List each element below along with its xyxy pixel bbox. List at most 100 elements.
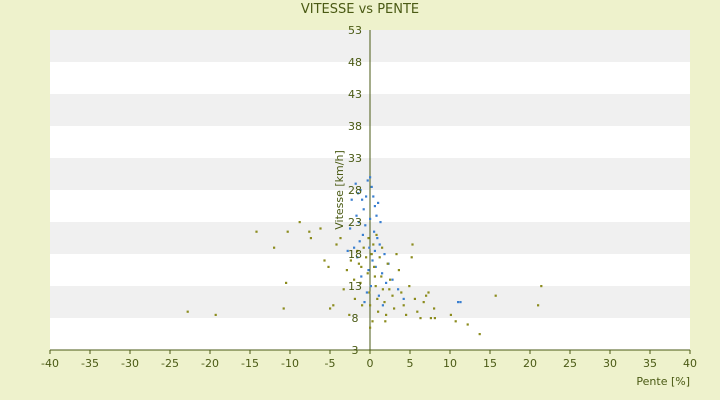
data-point [384, 320, 387, 323]
y-tick-label: 13 [348, 280, 362, 293]
data-point [186, 310, 189, 313]
data-point [378, 243, 381, 246]
data-point [309, 237, 312, 240]
data-point [391, 278, 394, 281]
data-point [368, 291, 371, 294]
data-point [373, 249, 376, 252]
data-point [383, 301, 386, 304]
data-point [540, 285, 543, 288]
data-point [358, 240, 361, 243]
x-tick-label: -15 [241, 357, 259, 370]
data-point [214, 313, 217, 316]
data-point [350, 198, 353, 201]
data-point [371, 320, 374, 323]
y-tick-label: 3 [352, 344, 359, 357]
data-point [416, 310, 419, 313]
data-point [413, 297, 416, 300]
data-point [359, 281, 362, 284]
data-point [353, 246, 356, 249]
data-point [360, 275, 363, 278]
x-tick-label: 10 [443, 357, 457, 370]
data-point [372, 195, 375, 198]
data-point [282, 307, 285, 310]
data-point [405, 313, 408, 316]
x-tick-label: 5 [407, 357, 414, 370]
data-point [433, 317, 436, 320]
data-point [429, 317, 432, 320]
data-point [425, 294, 428, 297]
data-point [410, 256, 413, 259]
data-point [466, 323, 469, 326]
data-point [373, 265, 376, 268]
data-point [339, 237, 342, 240]
data-point [365, 195, 368, 198]
data-point [449, 313, 452, 316]
data-point [389, 278, 392, 281]
data-point [397, 288, 400, 291]
data-point [369, 285, 372, 288]
x-tick-labels: -40 -35 -30 -25 -20 -15 -10 -5 0 5 10 15 20 25 30 35 40 [41, 350, 697, 370]
data-point [397, 269, 400, 272]
data-point [308, 230, 311, 233]
y-tick-label: 53 [348, 24, 362, 37]
chart-title: VITESSE vs PENTE [300, 2, 420, 17]
data-point [361, 233, 364, 236]
data-point [361, 198, 364, 201]
x-tick-label: 20 [523, 357, 537, 370]
data-point [356, 256, 359, 259]
data-point [395, 253, 398, 256]
data-point [353, 278, 356, 281]
data-point [372, 243, 375, 246]
y-tick-label: 18 [348, 248, 362, 261]
data-point [285, 281, 288, 284]
x-tick-label: -40 [41, 357, 59, 370]
data-point [375, 233, 378, 236]
data-point [374, 285, 377, 288]
data-point [369, 326, 372, 329]
data-point [359, 189, 362, 192]
data-point [357, 262, 360, 265]
data-point [388, 288, 391, 291]
data-point [367, 237, 370, 240]
data-point [376, 237, 379, 240]
y-axis-label: Vitesse [km/h] [333, 150, 346, 230]
x-tick-label: -5 [325, 357, 336, 370]
data-point [348, 313, 351, 316]
data-points [186, 176, 543, 336]
data-point [383, 253, 386, 256]
data-point [381, 288, 384, 291]
data-point [329, 307, 332, 310]
data-point [411, 243, 414, 246]
data-point [369, 304, 372, 307]
data-point [537, 304, 540, 307]
data-point [354, 182, 357, 185]
data-point [349, 259, 352, 262]
data-point [433, 307, 436, 310]
x-tick-label: 40 [683, 357, 697, 370]
x-tick-label: -25 [161, 357, 179, 370]
data-point [368, 246, 371, 249]
data-point [342, 288, 345, 291]
data-point [357, 192, 360, 195]
x-axis-label: Pente [%] [636, 375, 690, 388]
data-point [393, 307, 396, 310]
data-point [255, 230, 258, 233]
data-point [400, 291, 403, 294]
y-tick-label: 43 [348, 88, 362, 101]
data-point [376, 297, 379, 300]
x-tick-label: -10 [281, 357, 299, 370]
data-point [391, 294, 394, 297]
data-point [273, 246, 276, 249]
data-point [459, 301, 462, 304]
data-point [371, 259, 374, 262]
data-point [373, 230, 376, 233]
data-point [373, 275, 376, 278]
data-point [366, 179, 369, 182]
data-point [362, 208, 365, 211]
data-point [332, 304, 335, 307]
data-point [375, 214, 378, 217]
data-point [357, 221, 360, 224]
y-tick-label: 48 [348, 56, 362, 69]
data-point [327, 265, 330, 268]
